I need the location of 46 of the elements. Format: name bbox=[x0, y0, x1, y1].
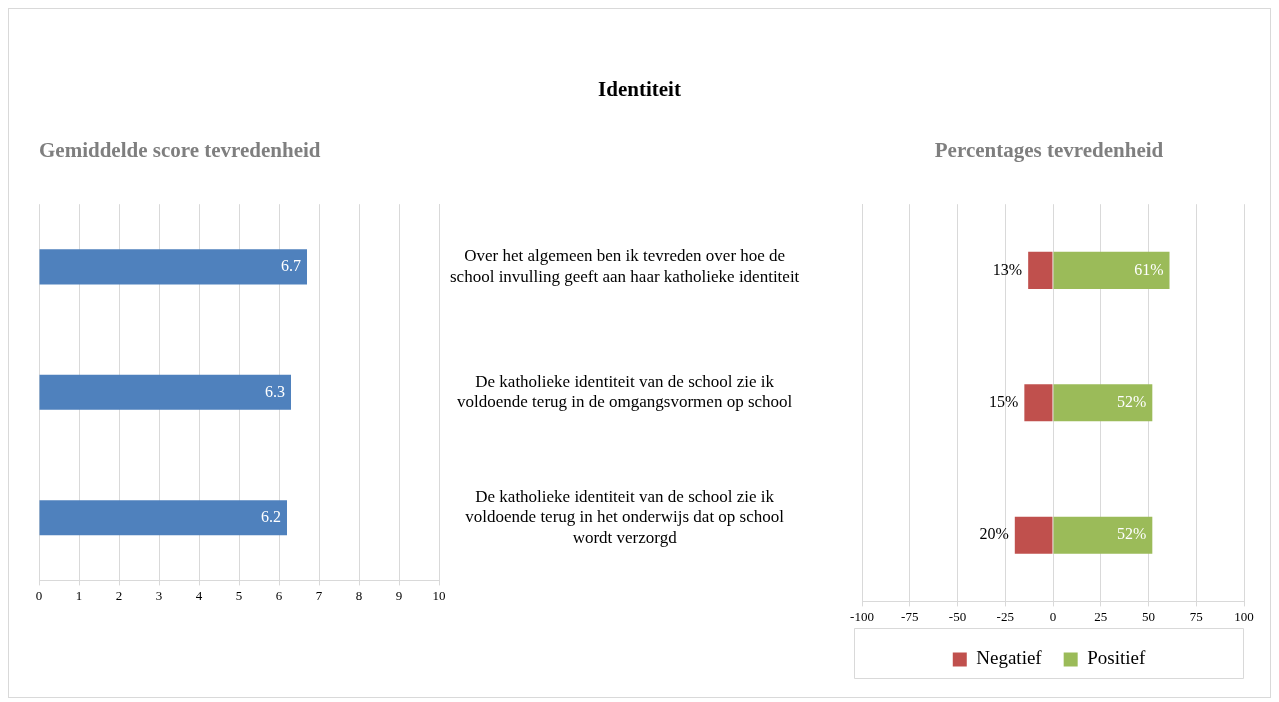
y-tick-label: De katholieke identiteit van de school zie ik voldoende terug in de omgangsvormen op school bbox=[457, 371, 793, 411]
data-label: 52% bbox=[1116, 393, 1147, 410]
x-tick-label: -50 bbox=[948, 608, 967, 624]
x-tick-label: 2 bbox=[115, 587, 123, 603]
bar bbox=[1053, 251, 1170, 289]
chart-title: Gemiddelde score tevredenheid bbox=[39, 138, 321, 163]
bar bbox=[1028, 251, 1053, 289]
data-label: 15% bbox=[989, 393, 1019, 410]
x-tick-label: 75 bbox=[1189, 608, 1203, 624]
x-tick-label: 1 bbox=[75, 587, 83, 603]
data-label: 20% bbox=[979, 525, 1009, 543]
legend-label: Positief bbox=[1087, 647, 1146, 669]
bar bbox=[1053, 384, 1153, 422]
bar bbox=[1053, 516, 1153, 554]
y-tick-label: Over het algemeen ben ik tevreden over hoe de school invulling geeft aan haar katholieke identiteit bbox=[449, 246, 800, 286]
x-tick-label: 3 bbox=[155, 587, 163, 603]
x-tick-label: 50 bbox=[1142, 608, 1155, 624]
legend-label: Negatief bbox=[976, 647, 1043, 669]
x-tick-label: 0 bbox=[1049, 608, 1057, 624]
bar bbox=[39, 249, 307, 285]
bar bbox=[1024, 384, 1053, 422]
data-label: 13% bbox=[992, 260, 1023, 278]
x-tick-label: 0 bbox=[35, 587, 43, 603]
x-tick-label: 5 bbox=[235, 587, 243, 603]
data-label: 61% bbox=[1134, 260, 1164, 278]
chart-title: Percentages tevredenheid bbox=[934, 138, 1164, 163]
x-tick-label: 9 bbox=[395, 587, 403, 603]
x-tick-label: 4 bbox=[195, 587, 203, 603]
bar bbox=[1014, 516, 1053, 554]
data-label: 6.2 bbox=[261, 507, 281, 525]
x-tick-label: 7 bbox=[315, 587, 323, 603]
bar bbox=[39, 374, 291, 410]
data-label: 52% bbox=[1116, 525, 1147, 543]
x-tick-label: 25 bbox=[1094, 608, 1108, 624]
text: Identiteit bbox=[597, 77, 682, 102]
bar bbox=[39, 500, 287, 536]
x-tick-label: 6 bbox=[275, 587, 283, 603]
x-tick-label: 8 bbox=[355, 587, 363, 603]
data-label: 6.7 bbox=[281, 257, 301, 275]
data-label: 6.3 bbox=[265, 382, 285, 400]
x-tick-label: -100 bbox=[850, 608, 874, 624]
y-tick-label: De katholieke identiteit van de school zie ik voldoende terug in het onderwijs dat op school wordt verzorgd bbox=[465, 486, 785, 547]
x-tick-label: 10 bbox=[432, 587, 446, 603]
x-tick-label: -75 bbox=[901, 608, 919, 624]
x-tick-label: -25 bbox=[996, 608, 1014, 624]
x-tick-label: 100 bbox=[1234, 608, 1254, 624]
